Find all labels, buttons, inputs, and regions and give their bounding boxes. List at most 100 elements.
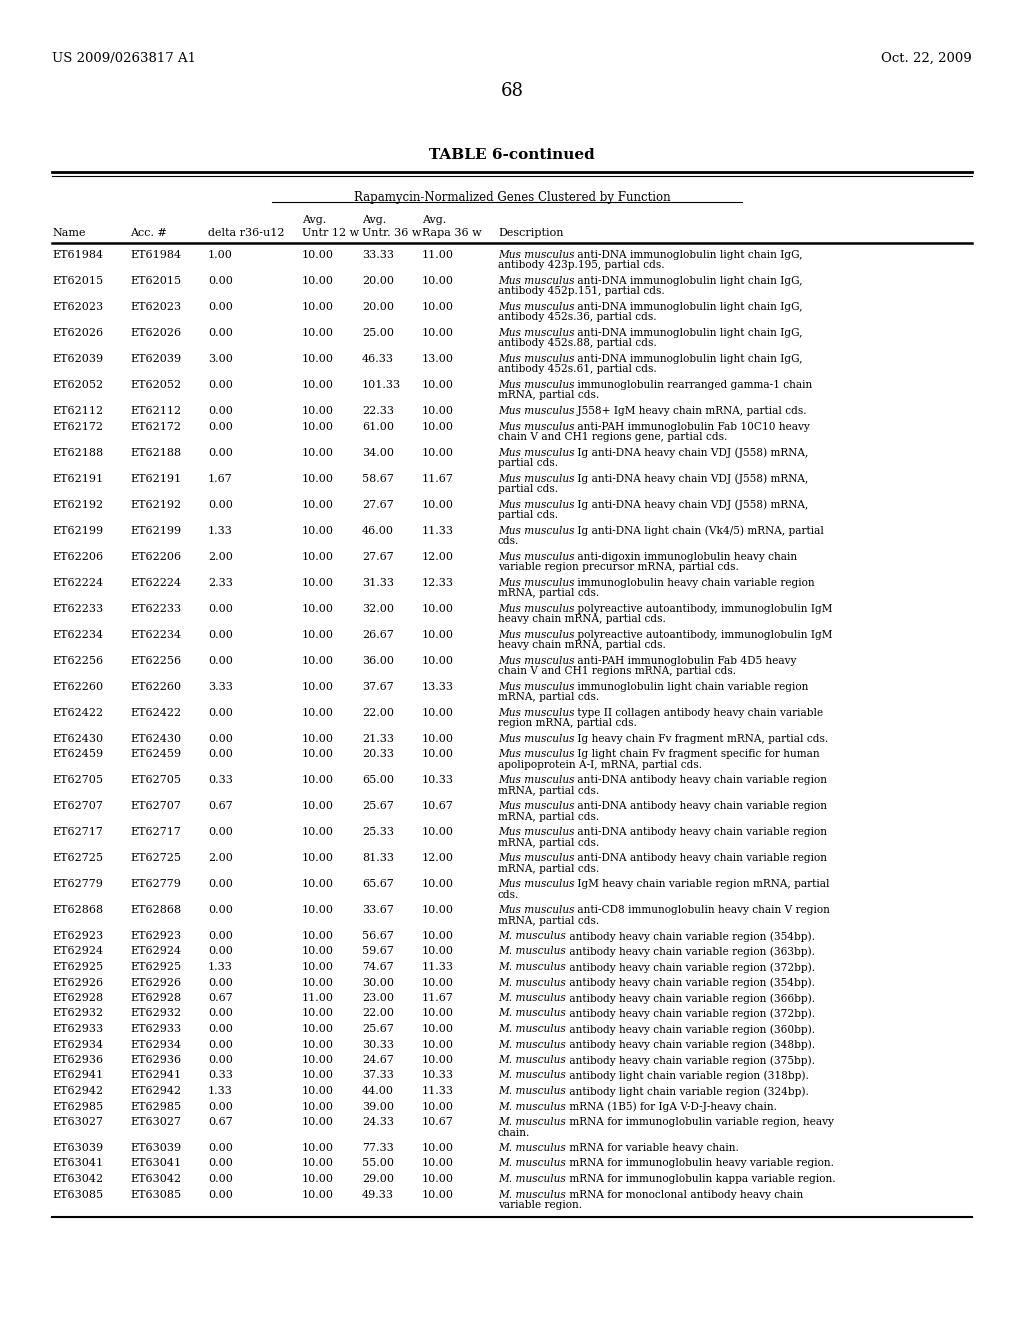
Text: M. musculus: M. musculus: [498, 1055, 565, 1065]
Text: ET62985: ET62985: [52, 1101, 103, 1111]
Text: ET62191: ET62191: [130, 474, 181, 483]
Text: cds.: cds.: [498, 890, 519, 899]
Text: Mus musculus: Mus musculus: [498, 603, 574, 614]
Text: 0.00: 0.00: [208, 327, 232, 338]
Text: 25.67: 25.67: [362, 801, 394, 810]
Text: ET62224: ET62224: [130, 578, 181, 587]
Text: ET62192: ET62192: [52, 499, 103, 510]
Text: 0.00: 0.00: [208, 1143, 232, 1152]
Text: Mus musculus: Mus musculus: [498, 906, 574, 915]
Text: 34.00: 34.00: [362, 447, 394, 458]
Text: 0.00: 0.00: [208, 1040, 232, 1049]
Text: 1.67: 1.67: [208, 474, 232, 483]
Text: Ig heavy chain Fv fragment mRNA, partial cds.: Ig heavy chain Fv fragment mRNA, partial…: [574, 734, 828, 743]
Text: Acc. #: Acc. #: [130, 228, 167, 238]
Text: ET63042: ET63042: [130, 1173, 181, 1184]
Text: ET62430: ET62430: [130, 734, 181, 743]
Text: 0.00: 0.00: [208, 1173, 232, 1184]
Text: 10.00: 10.00: [422, 1173, 454, 1184]
Text: antibody heavy chain variable region (348bp).: antibody heavy chain variable region (34…: [565, 1040, 815, 1051]
Text: ET62933: ET62933: [52, 1024, 103, 1034]
Text: ET62260: ET62260: [130, 681, 181, 692]
Text: 0.00: 0.00: [208, 1159, 232, 1168]
Text: 10.00: 10.00: [302, 1086, 334, 1096]
Text: 0.00: 0.00: [208, 879, 232, 888]
Text: 1.33: 1.33: [208, 525, 232, 536]
Text: 0.00: 0.00: [208, 276, 232, 286]
Text: 24.33: 24.33: [362, 1117, 394, 1127]
Text: 10.00: 10.00: [302, 1071, 334, 1081]
Text: anti-DNA antibody heavy chain variable region: anti-DNA antibody heavy chain variable r…: [574, 828, 827, 837]
Text: 68: 68: [501, 82, 523, 100]
Text: ET62234: ET62234: [130, 630, 181, 639]
Text: 10.00: 10.00: [302, 276, 334, 286]
Text: ET62015: ET62015: [52, 276, 103, 286]
Text: ET62026: ET62026: [130, 327, 181, 338]
Text: 10.00: 10.00: [302, 853, 334, 863]
Text: ET62928: ET62928: [130, 993, 181, 1003]
Text: 10.00: 10.00: [302, 499, 334, 510]
Text: 37.67: 37.67: [362, 681, 394, 692]
Text: ET62941: ET62941: [130, 1071, 181, 1081]
Text: antibody heavy chain variable region (354bp).: antibody heavy chain variable region (35…: [565, 931, 815, 941]
Text: Description: Description: [498, 228, 563, 238]
Text: partial cds.: partial cds.: [498, 510, 558, 520]
Text: 0.00: 0.00: [208, 708, 232, 718]
Text: 10.00: 10.00: [302, 630, 334, 639]
Text: US 2009/0263817 A1: US 2009/0263817 A1: [52, 51, 196, 65]
Text: immunoglobulin rearranged gamma-1 chain: immunoglobulin rearranged gamma-1 chain: [574, 380, 813, 389]
Text: antibody 452s.88, partial cds.: antibody 452s.88, partial cds.: [498, 338, 656, 348]
Text: ET62717: ET62717: [52, 828, 102, 837]
Text: 10.00: 10.00: [302, 946, 334, 957]
Text: ET62868: ET62868: [52, 906, 103, 915]
Text: 0.67: 0.67: [208, 801, 232, 810]
Text: 10.00: 10.00: [302, 748, 334, 759]
Text: mRNA for immunoglobulin kappa variable region.: mRNA for immunoglobulin kappa variable r…: [565, 1173, 836, 1184]
Text: antibody 452p.151, partial cds.: antibody 452p.151, partial cds.: [498, 286, 665, 297]
Text: 10.00: 10.00: [422, 946, 454, 957]
Text: 0.33: 0.33: [208, 775, 232, 785]
Text: ET62923: ET62923: [130, 931, 181, 941]
Text: 10.00: 10.00: [422, 906, 454, 915]
Text: 56.67: 56.67: [362, 931, 394, 941]
Text: chain V and CH1 regions mRNA, partial cds.: chain V and CH1 regions mRNA, partial cd…: [498, 667, 736, 676]
Text: ET61984: ET61984: [52, 249, 103, 260]
Text: 10.00: 10.00: [422, 708, 454, 718]
Text: ET62026: ET62026: [52, 327, 103, 338]
Text: mRNA (1B5) for IgA V-D-J-heavy chain.: mRNA (1B5) for IgA V-D-J-heavy chain.: [565, 1101, 777, 1111]
Text: 0.00: 0.00: [208, 407, 232, 416]
Text: 10.00: 10.00: [422, 1189, 454, 1200]
Text: 0.00: 0.00: [208, 748, 232, 759]
Text: 10.00: 10.00: [422, 603, 454, 614]
Text: 11.00: 11.00: [422, 249, 454, 260]
Text: ET62023: ET62023: [130, 302, 181, 312]
Text: 0.00: 0.00: [208, 978, 232, 987]
Text: anti-DNA antibody heavy chain variable region: anti-DNA antibody heavy chain variable r…: [574, 853, 827, 863]
Text: Mus musculus: Mus musculus: [498, 327, 574, 338]
Text: 10.00: 10.00: [302, 380, 334, 389]
Text: 0.00: 0.00: [208, 828, 232, 837]
Text: 10.00: 10.00: [302, 1024, 334, 1034]
Text: 10.00: 10.00: [302, 656, 334, 665]
Text: anti-DNA immunoglobulin light chain IgG,: anti-DNA immunoglobulin light chain IgG,: [574, 302, 803, 312]
Text: antibody heavy chain variable region (372bp).: antibody heavy chain variable region (37…: [565, 962, 815, 973]
Text: mRNA for immunoglobulin heavy variable region.: mRNA for immunoglobulin heavy variable r…: [565, 1159, 834, 1168]
Text: mRNA, partial cds.: mRNA, partial cds.: [498, 837, 599, 847]
Text: 1.33: 1.33: [208, 1086, 232, 1096]
Text: 10.00: 10.00: [422, 1024, 454, 1034]
Text: ET62725: ET62725: [130, 853, 181, 863]
Text: ET62941: ET62941: [52, 1071, 103, 1081]
Text: immunoglobulin heavy chain variable region: immunoglobulin heavy chain variable regi…: [574, 578, 815, 587]
Text: ET62707: ET62707: [130, 801, 181, 810]
Text: ET62039: ET62039: [130, 354, 181, 364]
Text: 24.67: 24.67: [362, 1055, 394, 1065]
Text: 33.67: 33.67: [362, 906, 394, 915]
Text: 10.33: 10.33: [422, 1071, 454, 1081]
Text: cds.: cds.: [498, 536, 519, 546]
Text: 0.00: 0.00: [208, 380, 232, 389]
Text: 10.33: 10.33: [422, 775, 454, 785]
Text: 10.00: 10.00: [302, 1055, 334, 1065]
Text: antibody light chain variable region (324bp).: antibody light chain variable region (32…: [565, 1086, 809, 1097]
Text: ET62206: ET62206: [130, 552, 181, 561]
Text: antibody heavy chain variable region (375bp).: antibody heavy chain variable region (37…: [565, 1055, 815, 1065]
